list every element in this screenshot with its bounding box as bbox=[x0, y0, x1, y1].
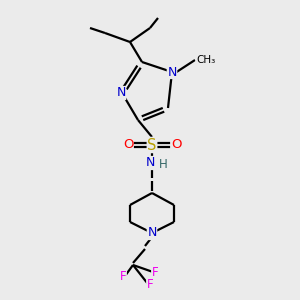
Text: F: F bbox=[152, 266, 158, 278]
Text: O: O bbox=[171, 139, 181, 152]
Text: N: N bbox=[116, 86, 126, 100]
Text: F: F bbox=[147, 278, 153, 290]
Text: N: N bbox=[145, 157, 155, 169]
Text: N: N bbox=[147, 226, 157, 239]
Text: S: S bbox=[147, 137, 157, 152]
Text: CH₃: CH₃ bbox=[196, 55, 215, 65]
Text: F: F bbox=[120, 269, 126, 283]
Text: O: O bbox=[123, 139, 133, 152]
Text: N: N bbox=[167, 65, 177, 79]
Text: H: H bbox=[159, 158, 168, 170]
